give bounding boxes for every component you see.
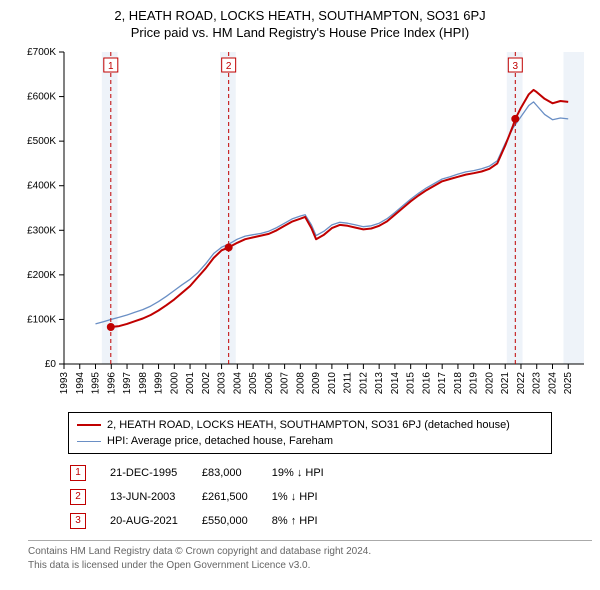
x-tick-label: 1998 — [138, 372, 149, 395]
event-dot-1 — [107, 323, 115, 331]
marker-price-cell: £550,000 — [202, 510, 270, 532]
x-tick-label: 1993 — [59, 372, 70, 395]
y-tick-label: £500K — [27, 136, 56, 147]
y-tick-label: £400K — [27, 181, 56, 192]
y-tick-label: £0 — [45, 359, 57, 370]
marker-delta-cell: 19% ↓ HPI — [272, 462, 346, 484]
chart-band — [507, 52, 523, 364]
chart-container: 2, HEATH ROAD, LOCKS HEATH, SOUTHAMPTON,… — [0, 0, 600, 578]
x-tick-label: 2002 — [201, 372, 212, 395]
series-subject — [111, 90, 568, 327]
chart-band — [564, 52, 584, 364]
title-block: 2, HEATH ROAD, LOCKS HEATH, SOUTHAMPTON,… — [8, 8, 592, 40]
marker-id-cell: 3 — [70, 510, 108, 532]
x-tick-label: 2022 — [516, 372, 527, 395]
footer: Contains HM Land Registry data © Crown c… — [28, 540, 592, 572]
marker-badge: 1 — [70, 465, 86, 481]
x-tick-label: 2023 — [532, 372, 543, 395]
marker-badge: 2 — [70, 489, 86, 505]
marker-badge: 3 — [70, 513, 86, 529]
legend-row: 2, HEATH ROAD, LOCKS HEATH, SOUTHAMPTON,… — [77, 417, 543, 433]
footer-line-1: Contains HM Land Registry data © Crown c… — [28, 545, 592, 559]
x-tick-label: 2024 — [547, 372, 558, 395]
x-tick-label: 1997 — [122, 372, 133, 395]
x-tick-label: 2025 — [563, 372, 574, 395]
marker-date-cell: 20-AUG-2021 — [110, 510, 200, 532]
x-tick-label: 2021 — [500, 372, 511, 395]
x-tick-label: 2003 — [217, 372, 228, 395]
x-tick-label: 2020 — [484, 372, 495, 395]
marker-row: 1 21-DEC-1995£83,00019% ↓ HPI — [70, 462, 346, 484]
legend-swatch — [77, 441, 101, 442]
event-badge-label-2: 2 — [226, 61, 232, 72]
marker-price-cell: £261,500 — [202, 486, 270, 508]
x-tick-label: 1996 — [106, 372, 117, 395]
x-tick-label: 2000 — [169, 372, 180, 395]
x-tick-label: 2014 — [390, 372, 401, 395]
event-dot-3 — [511, 115, 519, 123]
marker-delta-cell: 8% ↑ HPI — [272, 510, 346, 532]
x-tick-label: 2006 — [264, 372, 275, 395]
x-tick-label: 2008 — [295, 372, 306, 395]
footer-line-2: This data is licensed under the Open Gov… — [28, 559, 592, 573]
x-tick-label: 2007 — [280, 372, 291, 395]
marker-id-cell: 2 — [70, 486, 108, 508]
legend-label: HPI: Average price, detached house, Fare… — [107, 435, 333, 447]
markers-table: 1 21-DEC-1995£83,00019% ↓ HPI 2 13-JUN-2003… — [68, 460, 348, 534]
y-tick-label: £300K — [27, 225, 56, 236]
x-tick-label: 2004 — [232, 372, 243, 395]
marker-date-cell: 21-DEC-1995 — [110, 462, 200, 484]
x-tick-label: 1994 — [75, 372, 86, 395]
y-tick-label: £200K — [27, 270, 56, 281]
chart-plot: £0 £100K £200K £300K £400K £500K £600K £700K 199… — [8, 44, 592, 404]
marker-delta-cell: 1% ↓ HPI — [272, 486, 346, 508]
event-badge-label-1: 1 — [108, 61, 114, 72]
event-badge-label-3: 3 — [513, 61, 519, 72]
marker-date-cell: 13-JUN-2003 — [110, 486, 200, 508]
series-hpi — [96, 102, 569, 324]
x-tick-label: 2018 — [453, 372, 464, 395]
marker-row: 2 13-JUN-2003£261,5001% ↓ HPI — [70, 486, 346, 508]
marker-price-cell: £83,000 — [202, 462, 270, 484]
x-tick-label: 2017 — [437, 372, 448, 395]
y-tick-label: £100K — [27, 314, 56, 325]
x-tick-label: 2005 — [248, 372, 259, 395]
x-tick-label: 2015 — [406, 372, 417, 395]
chart-band — [220, 52, 236, 364]
legend: 2, HEATH ROAD, LOCKS HEATH, SOUTHAMPTON,… — [68, 412, 552, 454]
title-line-2: Price paid vs. HM Land Registry's House … — [8, 25, 592, 40]
title-line-1: 2, HEATH ROAD, LOCKS HEATH, SOUTHAMPTON,… — [8, 8, 592, 23]
y-tick-label: £600K — [27, 92, 56, 103]
x-tick-label: 1995 — [91, 372, 102, 395]
legend-row: HPI: Average price, detached house, Fare… — [77, 433, 543, 449]
x-tick-label: 1999 — [154, 372, 165, 395]
chart-svg: £0 £100K £200K £300K £400K £500K £600K £700K 199… — [8, 44, 592, 404]
legend-label: 2, HEATH ROAD, LOCKS HEATH, SOUTHAMPTON,… — [107, 419, 510, 431]
y-tick-label: £700K — [27, 47, 56, 58]
marker-row: 3 20-AUG-2021£550,0008% ↑ HPI — [70, 510, 346, 532]
x-tick-label: 2012 — [358, 372, 369, 395]
x-tick-label: 2009 — [311, 372, 322, 395]
x-tick-label: 2001 — [185, 372, 196, 395]
x-tick-label: 2011 — [343, 372, 354, 394]
legend-swatch — [77, 424, 101, 426]
x-tick-label: 2013 — [374, 372, 385, 395]
x-tick-label: 2010 — [327, 372, 338, 395]
x-tick-label: 2019 — [469, 372, 480, 395]
chart-band — [102, 52, 118, 364]
marker-id-cell: 1 — [70, 462, 108, 484]
event-dot-2 — [225, 243, 233, 251]
x-tick-label: 2016 — [421, 372, 432, 395]
